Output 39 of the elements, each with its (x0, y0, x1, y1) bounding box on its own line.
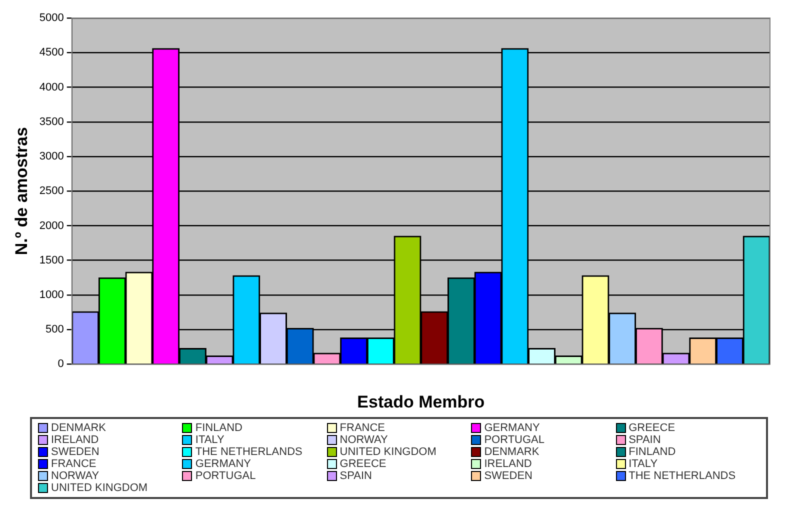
legend-label: GREECE (628, 422, 676, 434)
legend-label: GERMANY (195, 458, 252, 470)
legend-label: NORWAY (51, 470, 100, 482)
legend-label: FINLAND (195, 422, 242, 434)
legend-label: NORWAY (340, 434, 388, 446)
legend-label: THE NETHERLANDS (628, 470, 736, 482)
legend-label: SWEDEN (51, 446, 100, 458)
y-tick-label: 0 (58, 358, 64, 370)
legend-label: DENMARK (484, 446, 540, 458)
x-axis-title: Estado Membro (357, 392, 485, 412)
legend-label: PORTUGAL (484, 434, 544, 446)
y-tick-label: 3500 (39, 116, 64, 128)
y-tick-label: 2500 (39, 185, 64, 198)
y-tick-label: 4000 (39, 81, 64, 94)
y-tick-label: 500 (46, 324, 64, 336)
legend-label: GREECE (340, 458, 386, 470)
legend-label: ITALY (195, 434, 224, 446)
y-tick-label: 5000 (39, 12, 64, 24)
legend-label: SPAIN (340, 470, 372, 482)
legend-label: SWEDEN (484, 470, 532, 482)
legend-label: UNITED KINGDOM (340, 446, 436, 458)
y-tick-label: 1500 (39, 254, 64, 266)
legend-label: FRANCE (340, 422, 386, 434)
y-tick-label: 1000 (39, 288, 64, 301)
legend-label: IRELAND (51, 434, 99, 446)
y-tick-label: 4500 (39, 46, 64, 59)
legend-label: FRANCE (51, 458, 96, 470)
legend-label: SPAIN (628, 434, 661, 446)
legend-label: FINLAND (628, 446, 676, 458)
y-tick-label: 2000 (39, 220, 64, 232)
legend-label: THE NETHERLANDS (195, 446, 302, 458)
legend-label: PORTUGAL (195, 470, 256, 482)
legend-label: DENMARK (51, 422, 106, 434)
legend-label: UNITED KINGDOM (51, 482, 148, 494)
legend-label: GERMANY (484, 422, 540, 434)
legend-label: IRELAND (484, 458, 532, 470)
y-axis-title: N.º de amostras (12, 127, 31, 256)
legend-label: ITALY (628, 458, 658, 470)
y-tick-label: 3000 (39, 150, 64, 163)
